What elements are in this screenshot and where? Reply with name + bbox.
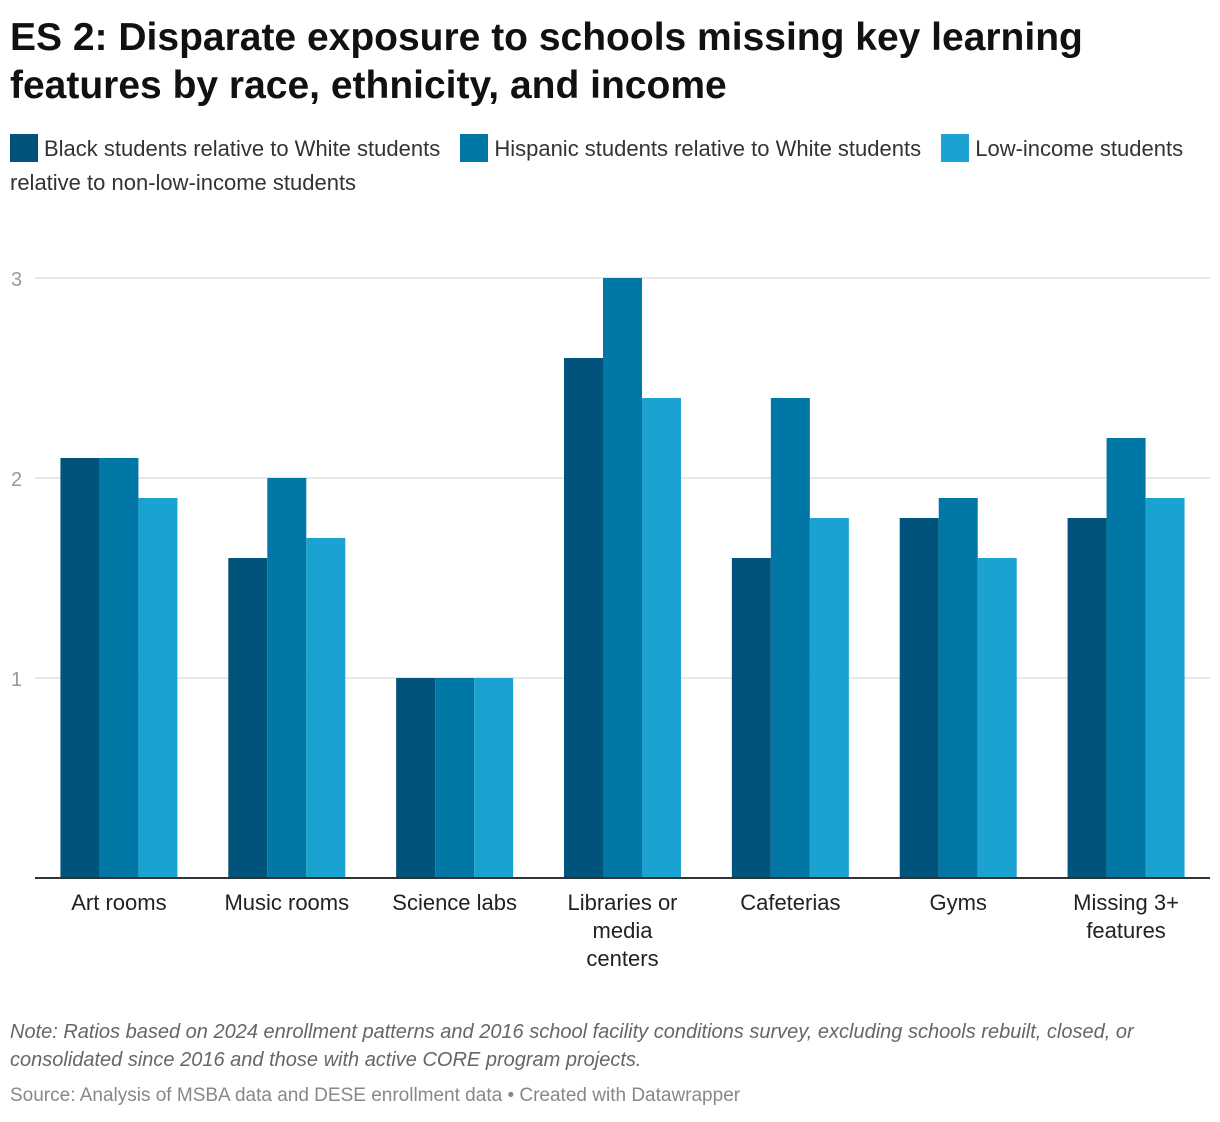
- bar-gyms-series-0: [899, 518, 939, 878]
- legend-label-black: Black students relative to White student…: [44, 136, 441, 161]
- x-tick-label: Missing 3+: [1073, 890, 1179, 915]
- legend-item-hispanic: Hispanic students relative to White stud…: [460, 134, 922, 162]
- bar-libraries-or-media-centers-series-1: [603, 278, 642, 878]
- legend-label-hispanic: Hispanic students relative to White stud…: [494, 136, 922, 161]
- x-tick-label: Gyms: [929, 890, 986, 915]
- y-tick-label-3: 3: [11, 269, 22, 291]
- x-tick-label: Music rooms: [224, 890, 349, 915]
- x-tick-label: media: [593, 918, 654, 943]
- bar-science-labs-series-0: [396, 678, 436, 878]
- bar-science-labs-series-1: [435, 678, 475, 878]
- x-tick-label: Libraries or: [567, 890, 677, 915]
- bar-cafeterias-series-2: [809, 518, 849, 878]
- legend-swatch-black: [10, 134, 38, 162]
- x-tick-label: centers: [586, 946, 658, 971]
- x-tick-label: features: [1086, 918, 1166, 943]
- bar-missing-3-features-series-2: [1145, 498, 1185, 878]
- bar-science-labs-series-2: [474, 678, 514, 878]
- bar-libraries-or-media-centers-series-2: [642, 398, 681, 878]
- legend-label-low-income: Low-income students relative to non-low-…: [10, 136, 1184, 195]
- bar-art-rooms-series-2: [138, 498, 178, 878]
- chart-note: Note: Ratios based on 2024 enrollment pa…: [10, 1021, 1134, 1071]
- bar-art-rooms-series-1: [99, 458, 139, 878]
- bar-music-rooms-series-1: [267, 478, 307, 878]
- bar-missing-3-features-series-1: [1106, 438, 1146, 878]
- legend-swatch-hispanic: [460, 134, 489, 162]
- bar-cafeterias-series-1: [770, 398, 810, 878]
- bar-gyms-series-2: [977, 558, 1017, 878]
- y-tick-label-1: 1: [11, 669, 22, 691]
- bar-music-rooms-series-0: [228, 558, 268, 878]
- bar-libraries-or-media-centers-series-0: [564, 358, 603, 878]
- bar-missing-3-features-series-0: [1067, 518, 1107, 878]
- bar-cafeterias-series-0: [731, 558, 771, 878]
- chart-title: ES 2: Disparate exposure to schools miss…: [10, 16, 1083, 107]
- bar-art-rooms-series-0: [60, 458, 100, 878]
- bar-music-rooms-series-2: [306, 538, 346, 878]
- legend-swatch-low-income: [941, 134, 970, 162]
- x-tick-label: Cafeterias: [740, 890, 840, 915]
- bar-chart: 1 2 3 Art rooms Music rooms Science labs Libra…: [11, 269, 1210, 971]
- legend: Black students relative to White student…: [10, 132, 1205, 200]
- y-tick-label-2: 2: [11, 469, 22, 491]
- legend-item-low-income: Low-income students relative to non-low-…: [10, 134, 1184, 195]
- legend-item-black: Black students relative to White student…: [10, 134, 441, 162]
- bar-gyms-series-1: [938, 498, 978, 878]
- chart-source: Source: Analysis of MSBA data and DESE e…: [10, 1085, 741, 1106]
- x-tick-label: Art rooms: [71, 890, 166, 915]
- x-tick-label: Science labs: [392, 890, 517, 915]
